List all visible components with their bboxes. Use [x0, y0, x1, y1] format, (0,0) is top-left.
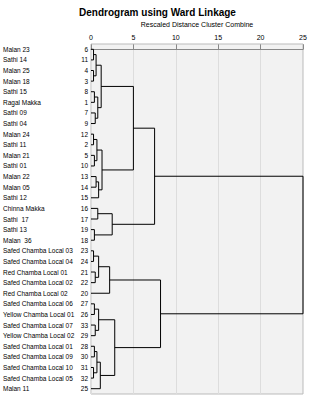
svg-text:Malan 36: Malan 36 — [3, 237, 32, 244]
svg-text:30: 30 — [81, 353, 89, 360]
svg-text:14: 14 — [81, 184, 89, 191]
svg-text:Safed Chamba Local 10: Safed Chamba Local 10 — [3, 364, 73, 371]
svg-text:Sathi 13: Sathi 13 — [3, 226, 27, 233]
svg-text:20: 20 — [257, 34, 265, 41]
svg-text:13: 13 — [81, 173, 89, 180]
svg-text:Sathi 14: Sathi 14 — [3, 56, 27, 63]
svg-text:Safed Chamba Local 03: Safed Chamba Local 03 — [3, 247, 73, 254]
svg-text:32: 32 — [81, 375, 89, 382]
svg-text:17: 17 — [81, 216, 89, 223]
svg-text:2: 2 — [84, 141, 88, 148]
svg-text:Malan 11: Malan 11 — [3, 385, 30, 392]
svg-text:Safed Chamba Local 06: Safed Chamba Local 06 — [3, 300, 73, 307]
svg-text:24: 24 — [81, 258, 89, 265]
svg-text:Malan 23: Malan 23 — [3, 46, 30, 53]
svg-text:0: 0 — [89, 34, 93, 41]
svg-text:Sathi 04: Sathi 04 — [3, 120, 27, 127]
svg-text:10: 10 — [81, 162, 89, 169]
svg-text:Rescaled Distance Cluster Comb: Rescaled Distance Cluster Combine — [141, 21, 254, 28]
svg-text:26: 26 — [81, 311, 89, 318]
svg-text:Sathi 12: Sathi 12 — [3, 194, 27, 201]
svg-text:Safed Chamba Local 07: Safed Chamba Local 07 — [3, 322, 73, 329]
svg-text:Sathi 17: Sathi 17 — [3, 216, 29, 223]
svg-text:Red Chamba Local 01: Red Chamba Local 01 — [3, 269, 68, 276]
svg-text:Malan 22: Malan 22 — [3, 173, 30, 180]
svg-text:Sathi 15: Sathi 15 — [3, 88, 27, 95]
svg-text:8: 8 — [84, 88, 88, 95]
svg-text:Malan 18: Malan 18 — [3, 78, 30, 85]
svg-text:6: 6 — [84, 46, 88, 53]
svg-text:25: 25 — [299, 34, 307, 41]
svg-text:5: 5 — [84, 152, 88, 159]
svg-text:18: 18 — [81, 237, 89, 244]
svg-text:Safed Chamba Local 04: Safed Chamba Local 04 — [3, 258, 73, 265]
svg-text:12: 12 — [81, 131, 89, 138]
svg-text:33: 33 — [81, 322, 89, 329]
svg-text:Sathi 09: Sathi 09 — [3, 109, 27, 116]
svg-text:16: 16 — [81, 205, 89, 212]
svg-text:Sathi 01: Sathi 01 — [3, 162, 27, 169]
svg-text:15: 15 — [214, 34, 222, 41]
svg-text:Safed Chamba Local 05: Safed Chamba Local 05 — [3, 375, 73, 382]
svg-text:15: 15 — [81, 194, 89, 201]
svg-text:28: 28 — [81, 343, 89, 350]
svg-text:Chinna Makka: Chinna Makka — [3, 205, 45, 212]
svg-text:7: 7 — [84, 109, 88, 116]
svg-text:Sathi 11: Sathi 11 — [3, 141, 27, 148]
svg-text:21: 21 — [81, 269, 89, 276]
svg-text:1: 1 — [84, 99, 88, 106]
svg-text:Yellow Chamba Local 02: Yellow Chamba Local 02 — [3, 332, 75, 339]
svg-text:Malan 21: Malan 21 — [3, 152, 30, 159]
svg-text:9: 9 — [84, 120, 88, 127]
svg-text:Malan 24: Malan 24 — [3, 131, 30, 138]
svg-text:4: 4 — [84, 67, 88, 74]
svg-text:Ragal Makka: Ragal Makka — [3, 99, 41, 107]
svg-text:Red Chamba Local 02: Red Chamba Local 02 — [3, 290, 68, 297]
svg-text:11: 11 — [81, 56, 88, 63]
svg-text:27: 27 — [81, 300, 89, 307]
svg-text:10: 10 — [172, 34, 180, 41]
svg-text:Dendrogram using Ward Linkage: Dendrogram using Ward Linkage — [79, 7, 236, 18]
svg-text:29: 29 — [81, 332, 89, 339]
svg-text:5: 5 — [131, 34, 135, 41]
svg-text:Malan 05: Malan 05 — [3, 184, 30, 191]
svg-text:19: 19 — [81, 226, 89, 233]
svg-text:31: 31 — [81, 364, 89, 371]
svg-text:23: 23 — [81, 247, 89, 254]
svg-text:Safed Chamba Local 01: Safed Chamba Local 01 — [3, 343, 73, 350]
svg-text:25: 25 — [81, 385, 89, 392]
svg-text:Safed Chamba Local 02: Safed Chamba Local 02 — [3, 279, 73, 286]
svg-text:20: 20 — [81, 290, 89, 297]
svg-text:Safed Chamba Local 09: Safed Chamba Local 09 — [3, 353, 73, 360]
svg-text:Yellow Chamba Local 01: Yellow Chamba Local 01 — [3, 311, 75, 318]
svg-text:3: 3 — [84, 78, 88, 85]
svg-text:Malan 25: Malan 25 — [3, 67, 30, 74]
svg-text:22: 22 — [81, 279, 89, 286]
